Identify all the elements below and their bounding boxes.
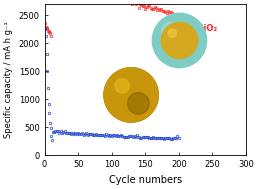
Text: Si: Si bbox=[107, 100, 116, 109]
Text: Si@SiO₂: Si@SiO₂ bbox=[180, 23, 217, 33]
X-axis label: Cycle numbers: Cycle numbers bbox=[109, 175, 182, 185]
Y-axis label: Specific capacity / mA h g⁻¹: Specific capacity / mA h g⁻¹ bbox=[4, 21, 13, 138]
